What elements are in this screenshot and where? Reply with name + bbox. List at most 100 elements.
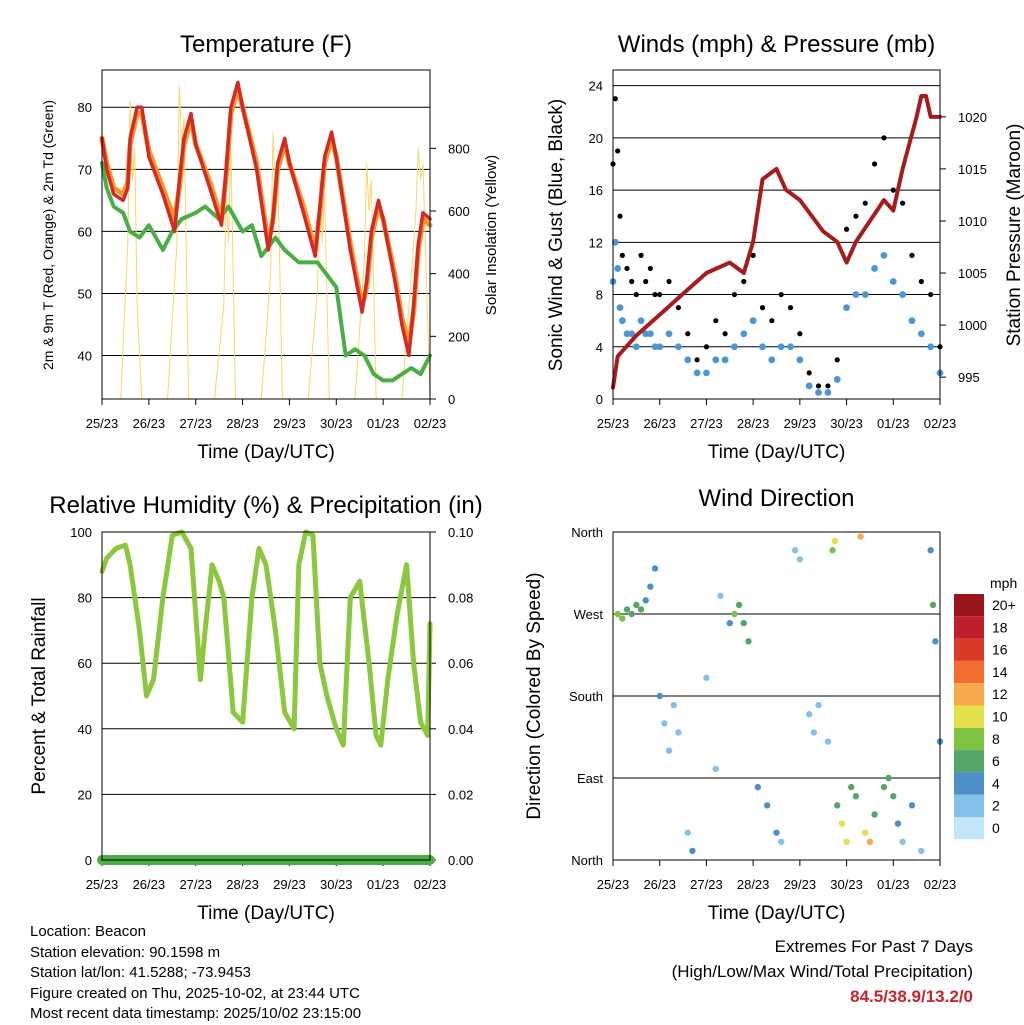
speed-colorbar: mph 20+ 18 16 14 12 10 8 6 4 2 0 xyxy=(954,575,1017,840)
colorbar-swatch xyxy=(954,727,984,751)
gust-point xyxy=(806,370,812,376)
direction-point xyxy=(642,597,649,604)
gust-point xyxy=(909,252,915,258)
gust-point xyxy=(890,187,896,193)
wind-point xyxy=(871,265,878,272)
y2-tick-label: 1010 xyxy=(958,214,987,229)
y-tick-label: 80 xyxy=(78,591,92,606)
gust-point xyxy=(731,291,738,298)
gust-point xyxy=(629,278,635,285)
x-tick-label: 26/23 xyxy=(643,416,676,431)
wind-point xyxy=(611,238,619,246)
chart-title: Relative Humidity (%) & Precipitation (i… xyxy=(49,492,482,519)
x-tick-label: 25/23 xyxy=(86,416,119,431)
x-tick-label: 02/23 xyxy=(924,877,957,892)
y-tick-label: 8 xyxy=(596,288,603,303)
direction-point xyxy=(829,547,836,554)
gust-point xyxy=(612,96,618,102)
wind-point xyxy=(889,278,897,285)
wind-direction-chart: Wind Direction North East South West North 25/… xyxy=(524,485,956,924)
gust-point xyxy=(685,331,691,337)
location-text: Location: Beacon xyxy=(30,923,146,940)
direction-point xyxy=(918,847,925,855)
x-tick-label: 01/23 xyxy=(877,416,910,431)
gust-point xyxy=(862,200,868,206)
x-tick-label: 28/23 xyxy=(226,877,259,892)
direction-point xyxy=(857,533,864,540)
direction-point xyxy=(929,601,937,609)
gust-point xyxy=(722,331,728,337)
dewpoint-series-line xyxy=(100,161,432,383)
x-tick-label: 27/23 xyxy=(179,416,212,431)
y2-tick-label: 800 xyxy=(448,141,470,156)
y2-tick-label: 0.04 xyxy=(448,722,473,737)
x-tick-label: 28/23 xyxy=(737,416,770,431)
gust-point xyxy=(900,200,906,206)
y-tick-label: 24 xyxy=(589,79,603,94)
y2-tick-label: 200 xyxy=(448,329,470,344)
direction-point xyxy=(796,556,804,563)
colorbar-label: 14 xyxy=(992,664,1008,680)
temperature-chart: Temperature (F) 40 50 60 70 80 25/23 26/23 27/23… xyxy=(40,31,500,463)
wind-point xyxy=(665,330,673,338)
direction-point xyxy=(885,774,892,782)
chart-title: Temperature (F) xyxy=(180,31,352,58)
direction-point xyxy=(777,838,785,845)
wind-point xyxy=(917,330,925,338)
x-tick-label: 01/23 xyxy=(367,877,400,892)
colorbar-label: 10 xyxy=(992,709,1008,725)
x-tick-label: 29/23 xyxy=(273,416,306,431)
wind-point xyxy=(861,291,869,298)
y-axis-label: Percent & Total Rainfall xyxy=(29,597,50,794)
wind-point xyxy=(777,343,785,351)
x-tick-label: 27/23 xyxy=(690,416,723,431)
y-tick-label: 20 xyxy=(78,787,92,802)
y-tick-label: East xyxy=(577,771,603,786)
colorbar-label: 8 xyxy=(992,731,1000,747)
gust-point xyxy=(647,265,653,272)
colorbar-swatch xyxy=(954,817,984,840)
y2-tick-label: 1000 xyxy=(958,318,987,333)
plot-border xyxy=(101,531,431,861)
y-tick-label: 70 xyxy=(78,162,92,177)
direction-point xyxy=(726,619,733,627)
gust-point xyxy=(843,226,850,232)
wind-point xyxy=(623,330,631,338)
y-axis-label: Sonic Wind & Gust (Blue, Black) xyxy=(546,99,567,371)
gust-point xyxy=(675,305,682,311)
gust-point xyxy=(834,357,840,363)
y-tick-label: 80 xyxy=(78,100,92,115)
y2-tick-label: 1005 xyxy=(958,266,987,281)
direction-point xyxy=(633,601,640,609)
wind-point xyxy=(637,317,645,325)
direction-point xyxy=(773,829,780,836)
direction-point xyxy=(834,802,841,809)
direction-point xyxy=(637,606,645,613)
colorbar-label: 2 xyxy=(992,798,1000,814)
x-tick-label: 26/23 xyxy=(133,877,166,892)
temp-2m-series-line xyxy=(100,80,432,358)
gust-point xyxy=(750,252,756,258)
x-tick-label: 01/23 xyxy=(367,416,400,431)
y2-tick-label: 0.06 xyxy=(448,656,473,671)
direction-point xyxy=(927,547,934,554)
gust-point xyxy=(652,291,658,298)
x-tick-label: 29/23 xyxy=(784,416,817,431)
colorbar-title: mph xyxy=(990,575,1017,591)
x-tick-label: 01/23 xyxy=(877,877,910,892)
wind-point xyxy=(675,343,682,351)
direction-point xyxy=(665,747,673,754)
colorbar-label: 0 xyxy=(992,820,1000,836)
gust-point xyxy=(881,135,887,141)
y2-axis-label: Solar Insolation (Yellow) xyxy=(483,155,500,315)
colorbar-swatch xyxy=(954,616,984,639)
direction-point xyxy=(810,729,818,736)
gust-point xyxy=(703,344,710,350)
chart-title: Wind Direction xyxy=(698,485,854,512)
colorbar-label: 4 xyxy=(992,775,1000,791)
direction-point xyxy=(848,783,855,791)
colorbar-swatch xyxy=(954,594,984,617)
winds-pressure-chart: Winds (mph) & Pressure (mb) 0 4 8 12 16 20 24 25… xyxy=(546,31,1024,463)
wind-point xyxy=(843,304,850,312)
direction-point xyxy=(824,738,832,745)
